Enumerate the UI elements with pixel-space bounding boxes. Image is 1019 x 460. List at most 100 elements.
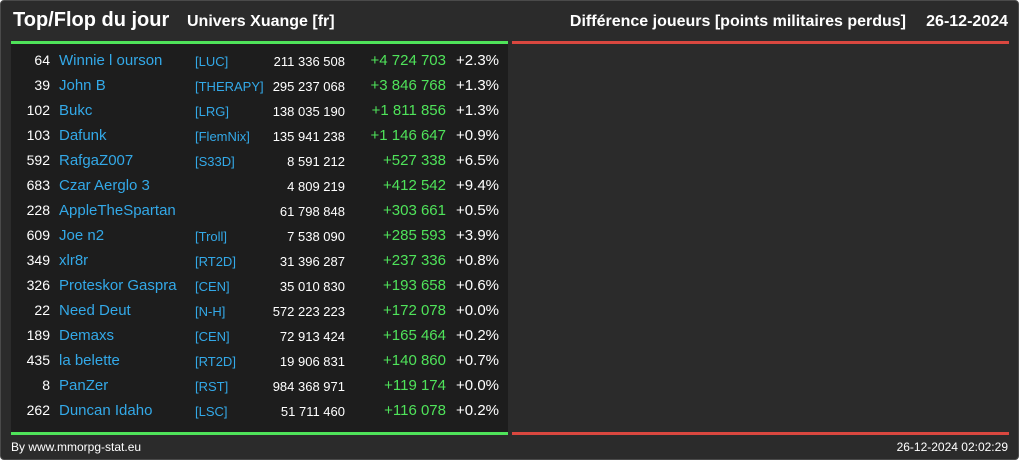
player-link[interactable]: AppleTheSpartan — [59, 202, 176, 219]
rank-cell: 683 — [26, 177, 50, 193]
alliance-link[interactable]: [CEN] — [195, 279, 230, 294]
percent-cell: +0.2% — [456, 402, 499, 419]
table-row: 22 Need Deut [N-H] 572 223 223 +172 078 +0.0% — [11, 298, 508, 323]
player-link[interactable]: Czar Aerglo 3 — [59, 177, 150, 194]
rank-cell: 103 — [26, 127, 50, 143]
header-date: 26-12-2024 — [926, 13, 1008, 30]
rank-cell: 189 — [26, 327, 50, 343]
points-cell: 31 396 287 — [279, 254, 345, 269]
alliance-link[interactable]: [RST] — [195, 379, 229, 394]
percent-cell: +0.6% — [456, 277, 499, 294]
percent-cell: +0.8% — [456, 252, 499, 269]
delta-cell: +237 336 — [383, 252, 446, 269]
footer-timestamp: 26-12-2024 02:02:29 — [896, 440, 1008, 454]
delta-cell: +140 860 — [383, 352, 446, 369]
top-players-list: 64 Winnie l ourson [LUC] 211 336 508 +4 724 … — [11, 48, 508, 423]
player-link[interactable]: Bukc — [59, 102, 93, 119]
percent-cell: +9.4% — [456, 177, 499, 194]
alliance-link[interactable]: [FlemNix] — [195, 129, 250, 144]
points-cell: 35 010 830 — [279, 279, 345, 294]
points-cell: 572 223 223 — [272, 304, 345, 319]
player-link[interactable]: John B — [59, 77, 106, 94]
footer-credit[interactable]: By www.mmorpg-stat.eu — [11, 440, 142, 454]
delta-cell: +527 338 — [383, 152, 446, 169]
player-link[interactable]: Joe n2 — [59, 227, 105, 244]
table-row: 262 Duncan Idaho [LSC] 51 711 460 +116 078 +0… — [11, 398, 508, 423]
alliance-link[interactable]: [RT2D] — [195, 354, 236, 369]
table-row: 592 RafgaZ007 [S33D] 8 591 212 +527 338 +6.5% — [11, 148, 508, 173]
rank-cell: 349 — [26, 252, 50, 268]
top-panel-top-border — [11, 41, 508, 44]
points-cell: 8 591 212 — [287, 154, 345, 169]
player-link[interactable]: Winnie l ourson — [59, 52, 163, 69]
player-link[interactable]: xlr8r — [59, 252, 89, 269]
top-panel — [11, 41, 508, 435]
delta-cell: +1 811 856 — [371, 102, 446, 119]
flop-panel — [512, 41, 1009, 435]
table-row: 609 Joe n2 [Troll] 7 538 090 +285 593 +3.9% — [11, 223, 508, 248]
percent-cell: +2.3% — [456, 52, 499, 69]
points-cell: 4 809 219 — [287, 179, 345, 194]
alliance-link[interactable]: [THERAPY] — [195, 79, 264, 94]
metric-label: Différence joueurs [points militaires pe… — [569, 13, 906, 30]
table-row: 64 Winnie l ourson [LUC] 211 336 508 +4 724 … — [11, 48, 508, 73]
percent-cell: +0.9% — [456, 127, 499, 144]
points-cell: 72 913 424 — [279, 329, 345, 344]
points-cell: 138 035 190 — [272, 104, 345, 119]
alliance-link[interactable]: [CEN] — [195, 329, 230, 344]
table-row: 349 xlr8r [RT2D] 31 396 287 +237 336 +0.8% — [11, 248, 508, 273]
table-row: 189 Demaxs [CEN] 72 913 424 +165 464 +0.2% — [11, 323, 508, 348]
percent-cell: +0.0% — [456, 302, 499, 319]
table-row: 435 la belette [RT2D] 19 906 831 +140 860 +0.… — [11, 348, 508, 373]
points-cell: 211 336 508 — [273, 54, 345, 69]
table-row: 39 John B [THERAPY] 295 237 068 +3 846 768 +1… — [11, 73, 508, 98]
alliance-link[interactable]: [S33D] — [195, 154, 235, 169]
page-title: Top/Flop du jour — [13, 9, 170, 31]
player-link[interactable]: PanZer — [59, 377, 109, 394]
player-link[interactable]: Proteskor Gaspra — [59, 277, 177, 294]
delta-cell: +119 174 — [384, 377, 446, 394]
table-row: 228 AppleTheSpartan 61 798 848 +303 661 +0.5… — [11, 198, 508, 223]
points-cell: 51 711 460 — [280, 404, 345, 419]
player-link[interactable]: la belette — [59, 352, 120, 369]
universe-label: Univers Xuange [fr] — [187, 13, 335, 30]
delta-cell: +172 078 — [383, 302, 446, 319]
player-link[interactable]: Demaxs — [59, 327, 115, 344]
alliance-link[interactable]: [LRG] — [195, 104, 229, 119]
table-row: 8 PanZer [RST] 984 368 971 +119 174 +0.0% — [11, 373, 508, 398]
percent-cell: +0.2% — [456, 327, 499, 344]
delta-cell: +193 658 — [383, 277, 446, 294]
delta-cell: +303 661 — [383, 202, 446, 219]
delta-cell: +3 846 768 — [370, 77, 447, 94]
rank-cell: 609 — [26, 227, 50, 243]
rank-cell: 435 — [26, 352, 50, 368]
percent-cell: +6.5% — [456, 152, 499, 169]
rank-cell: 22 — [34, 302, 50, 318]
alliance-link[interactable]: [LUC] — [195, 54, 229, 69]
top-panel-bottom-border — [11, 432, 508, 435]
delta-cell: +285 593 — [383, 227, 446, 244]
alliance-link[interactable]: [N-H] — [195, 304, 226, 319]
points-cell: 61 798 848 — [279, 204, 345, 219]
percent-cell: +0.7% — [456, 352, 499, 369]
table-row: 683 Czar Aerglo 3 4 809 219 +412 542 +9.4% — [11, 173, 508, 198]
table-row: 103 Dafunk [FlemNix] 135 941 238 +1 146 647 +… — [11, 123, 508, 148]
percent-cell: +0.5% — [456, 202, 499, 219]
alliance-link[interactable]: [RT2D] — [195, 254, 236, 269]
rank-cell: 8 — [42, 377, 50, 393]
rank-cell: 326 — [26, 277, 50, 293]
delta-cell: +1 146 647 — [370, 127, 447, 144]
points-cell: 295 237 068 — [272, 79, 345, 94]
delta-cell: +165 464 — [383, 327, 446, 344]
player-link[interactable]: Duncan Idaho — [59, 402, 153, 419]
percent-cell: +1.3% — [456, 102, 499, 119]
alliance-link[interactable]: [LSC] — [195, 404, 228, 419]
percent-cell: +0.0% — [456, 377, 499, 394]
player-link[interactable]: Dafunk — [59, 127, 107, 144]
alliance-link[interactable]: [Troll] — [195, 229, 228, 244]
rank-cell: 39 — [34, 77, 50, 93]
player-link[interactable]: Need Deut — [59, 302, 131, 319]
rank-cell: 228 — [26, 202, 50, 218]
delta-cell: +4 724 703 — [370, 52, 447, 69]
player-link[interactable]: RafgaZ007 — [59, 152, 134, 169]
